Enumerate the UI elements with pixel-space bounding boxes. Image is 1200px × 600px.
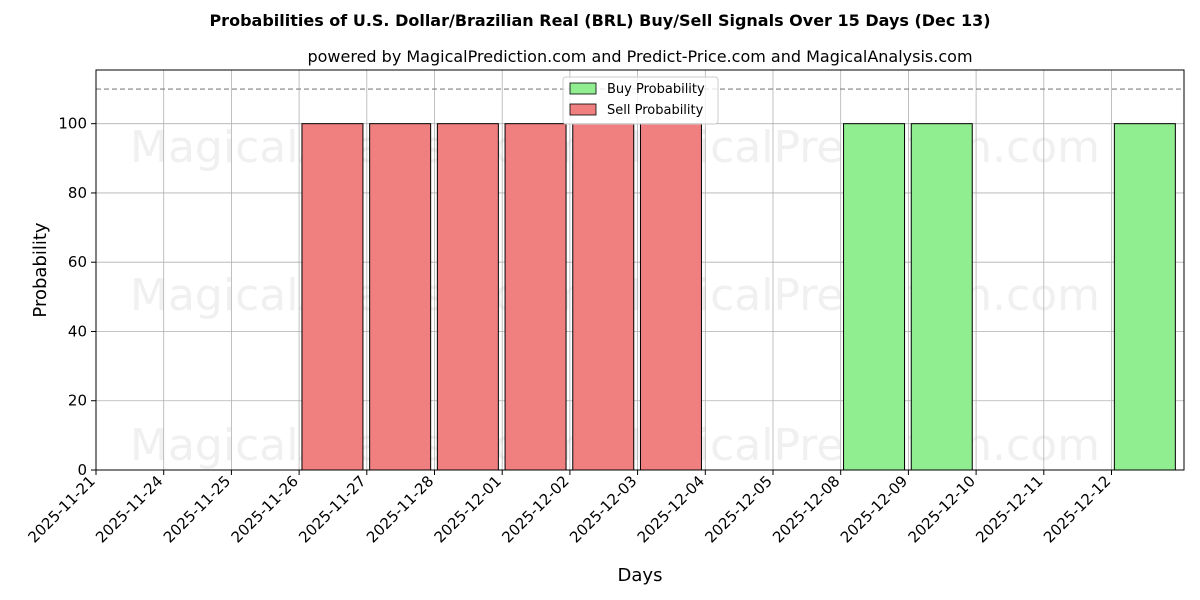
legend-buy-label: Buy Probability [607, 82, 705, 97]
legend-sell-swatch [569, 103, 597, 116]
chart-subtitle: powered by MagicalPrediction.com and Pre… [307, 47, 972, 66]
x-tick-label: 2025-11-25 [160, 472, 234, 546]
x-tick-label: 2025-11-27 [295, 472, 369, 546]
x-tick-label: 2025-12-04 [634, 472, 708, 546]
sell-bar-2025-12-03 [639, 123, 702, 471]
x-tick-label: 2025-12-11 [972, 472, 1046, 546]
y-tick-label: 20 [68, 392, 87, 410]
y-tick-label: 80 [68, 184, 87, 202]
x-tick-label: 2025-12-09 [837, 472, 911, 546]
buy-bar-2025-12-09 [910, 123, 973, 471]
sell-bar-2025-11-28 [436, 123, 499, 471]
x-tick-label: 2025-12-05 [701, 472, 775, 546]
chart-title: Probabilities of U.S. Dollar/Brazilian R… [209, 11, 990, 30]
buy-bar-2025-12-12 [1113, 123, 1176, 471]
x-tick-label: 2025-12-08 [769, 472, 843, 546]
legend-buy-swatch [569, 82, 597, 95]
sell-bar-2025-11-27 [369, 123, 432, 471]
legend-sell-label: Sell Probability [607, 103, 704, 118]
y-axis-label: Probability [30, 222, 51, 317]
y-tick-label: 40 [68, 322, 87, 340]
x-tick-label: 2025-12-12 [1040, 472, 1114, 546]
x-axis-label: Days [618, 565, 663, 586]
x-tick-label: 2025-11-26 [228, 472, 302, 546]
legend: Buy Probability Sell Probability [562, 76, 719, 125]
buy-bar-2025-12-08 [843, 123, 906, 471]
x-tick-label: 2025-12-03 [566, 472, 640, 546]
plot-frame [95, 69, 1185, 471]
sell-bar-2025-12-01 [504, 123, 567, 471]
x-tick-label: 2025-12-01 [431, 472, 505, 546]
legend-box [562, 76, 719, 125]
x-tick-label: 2025-11-21 [24, 472, 98, 546]
sell-bar-2025-12-02 [572, 123, 635, 471]
x-tick-label: 2025-12-10 [905, 472, 979, 546]
x-tick-label: 2025-12-02 [498, 472, 572, 546]
y-tick-label: 100 [58, 115, 87, 133]
x-tick-label: 2025-11-24 [92, 472, 166, 546]
y-tick-label: 0 [77, 461, 87, 479]
x-tick-label: 2025-11-28 [363, 472, 437, 546]
sell-bar-2025-11-26 [301, 123, 364, 471]
y-tick-label: 60 [68, 253, 87, 271]
